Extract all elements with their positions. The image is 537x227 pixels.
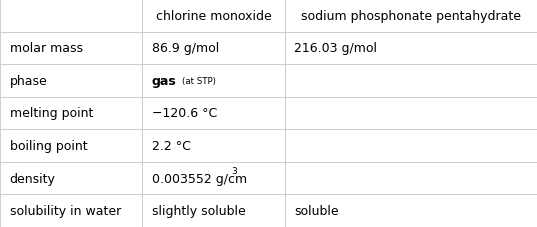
- Bar: [0, 0, 142, 32]
- Bar: [285, 97, 537, 130]
- Text: 2.2 °C: 2.2 °C: [152, 139, 191, 152]
- Text: boiling point: boiling point: [10, 139, 88, 152]
- Bar: [142, 32, 285, 65]
- Bar: [142, 0, 285, 32]
- Text: density: density: [10, 172, 55, 185]
- Text: slightly soluble: slightly soluble: [152, 204, 246, 217]
- Text: soluble: soluble: [294, 204, 339, 217]
- Text: 0.003552 g/cm: 0.003552 g/cm: [152, 172, 247, 185]
- Text: sodium phosphonate pentahydrate: sodium phosphonate pentahydrate: [301, 10, 521, 23]
- Bar: [0, 65, 142, 97]
- Bar: [285, 195, 537, 227]
- Bar: [0, 195, 142, 227]
- Text: (at STP): (at STP): [182, 76, 215, 86]
- Text: phase: phase: [10, 75, 47, 88]
- Bar: [285, 162, 537, 195]
- Text: −120.6 °C: −120.6 °C: [152, 107, 217, 120]
- Bar: [142, 130, 285, 162]
- Bar: [0, 130, 142, 162]
- Bar: [142, 195, 285, 227]
- Bar: [142, 162, 285, 195]
- Text: 86.9 g/mol: 86.9 g/mol: [152, 42, 219, 55]
- Text: melting point: melting point: [10, 107, 93, 120]
- Bar: [285, 65, 537, 97]
- Text: 3: 3: [231, 167, 237, 176]
- Bar: [142, 65, 285, 97]
- Text: molar mass: molar mass: [10, 42, 83, 55]
- Text: gas: gas: [152, 75, 177, 88]
- Text: chlorine monoxide: chlorine monoxide: [156, 10, 271, 23]
- Bar: [0, 97, 142, 130]
- Bar: [142, 97, 285, 130]
- Bar: [0, 32, 142, 65]
- Bar: [285, 130, 537, 162]
- Bar: [0, 162, 142, 195]
- Text: solubility in water: solubility in water: [10, 204, 121, 217]
- Bar: [285, 32, 537, 65]
- Text: 216.03 g/mol: 216.03 g/mol: [294, 42, 378, 55]
- Bar: [285, 0, 537, 32]
